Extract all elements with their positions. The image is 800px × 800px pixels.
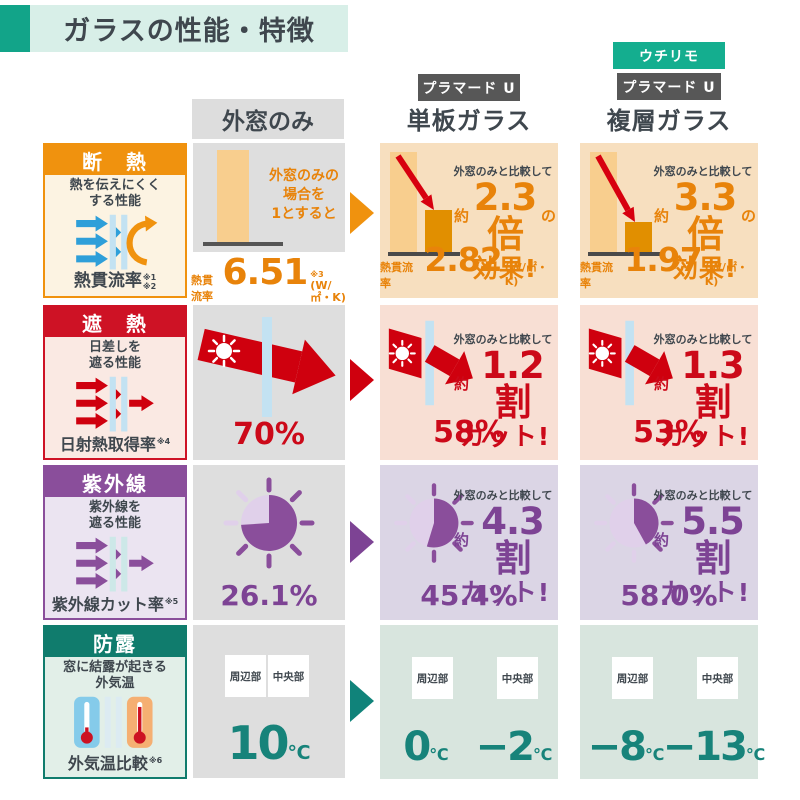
uv-metric-label: 紫外線カット率 ※5 xyxy=(51,595,179,614)
uv-feature-card: 紫外線 紫外線を 遮る性能 紫外線カット率 ※5 xyxy=(43,465,187,620)
dew-single-cell: 周辺部 中央部 0 ℃ −2 ℃ xyxy=(380,625,558,779)
shading-single-boost: 約 1.2割 カット! xyxy=(454,344,551,451)
shading-footnote: ※4 xyxy=(156,437,171,446)
arrow-right-insulation-icon xyxy=(350,192,374,234)
dew-label-edge: 周辺部 xyxy=(612,657,653,699)
insulation-double-cell: 外窓のみと比較して 約 3.3倍 の 効果! 熱貫流率 1.97 (W/㎡・K) xyxy=(580,143,758,298)
shading-single-value: 58% xyxy=(433,415,505,450)
arrow-right-shading-icon xyxy=(350,359,374,401)
compare-note: 外窓のみと比較して xyxy=(453,489,553,502)
insulation-row-title: 断 熱 xyxy=(45,145,185,175)
uv-single-sun-pie xyxy=(394,483,474,563)
dew-thermometer-icon xyxy=(74,696,153,748)
uv-row-title: 紫外線 xyxy=(45,467,185,497)
shading-double-cell: 外窓のみと比較して 約 1.3割 カット! 53% xyxy=(580,305,758,460)
page-title-bar: ガラスの性能・特徴 xyxy=(30,5,348,52)
insulation-double-bar-chart xyxy=(588,152,660,256)
brand-badge-single: プラマード U xyxy=(418,74,520,101)
baseline-caption: 外窓のみの 場合を 1とすると xyxy=(269,168,339,222)
shading-row-title: 遮 熱 xyxy=(45,307,185,337)
uv-double-value: 58.0% xyxy=(620,579,718,612)
uv-double-boost: 約 5.5割 カット! xyxy=(654,500,751,607)
dew-baseline-value: 10 ℃ xyxy=(227,715,311,770)
uv-baseline-sun-pie xyxy=(223,477,315,569)
uv-baseline-box: 26.1% xyxy=(193,465,345,620)
dew-double-center-value: −13 ℃ xyxy=(662,724,766,770)
column-header-single: 単板ガラス xyxy=(406,107,532,135)
dew-footnote: ※6 xyxy=(148,756,163,765)
shading-baseline-value: 70% xyxy=(233,417,305,452)
uv-single-cell: 外窓のみと比較して 約 4.3割 カット! 45.4% xyxy=(380,465,558,620)
shading-single-graphic xyxy=(388,320,473,406)
uv-single-value: 45.4% xyxy=(420,579,518,612)
insulation-double-value: 熱貫流率 1.97 (W/㎡・K) xyxy=(580,240,748,290)
compare-note: 外窓のみと比較して xyxy=(653,165,753,178)
shading-icon xyxy=(76,376,154,431)
shading-baseline-box: 70% xyxy=(193,305,345,460)
shading-double-boost: 約 1.3割 カット! xyxy=(654,344,751,451)
insulation-single-cell: 外窓のみと比較して 約 2.3倍 の 効果! 熱貫流率 2.82 (W/㎡・K) xyxy=(380,143,558,298)
insulation-double-boost: 約 3.3倍 の 効果! xyxy=(654,176,756,283)
dew-label-edge: 周辺部 xyxy=(225,655,266,697)
dew-description: 窓に結露が起きる 外気温 xyxy=(63,660,167,692)
dew-label-center: 中央部 xyxy=(497,657,538,699)
insulation-single-boost: 約 2.3倍 の 効果! xyxy=(454,176,556,283)
dew-single-edge-value: 0 ℃ xyxy=(403,724,449,770)
insulation-feature-card: 断 熱 熱を伝えにくく する性能 熱貫流率 ※1 ※2 xyxy=(43,143,187,298)
shading-feature-card: 遮 熱 日差しを 遮る性能 日射熱取得率 ※4 xyxy=(43,305,187,460)
uv-baseline-value: 26.1% xyxy=(220,579,318,612)
insulation-single-value: 熱貫流率 2.82 (W/㎡・K) xyxy=(380,240,548,290)
shading-single-cell: 外窓のみと比較して 約 1.2割 カット! 58% xyxy=(380,305,558,460)
dew-single-center-value: −2 ℃ xyxy=(475,724,553,770)
dew-feature-card: 防露 窓に結露が起きる 外気温 外気温比較 ※6 xyxy=(43,625,187,779)
uv-double-sun-pie xyxy=(594,483,674,563)
dew-baseline-box: 周辺部 中央部 10 ℃ xyxy=(193,625,345,778)
page-title: ガラスの性能・特徴 xyxy=(63,16,315,47)
shading-metric-label: 日射熱取得率 ※4 xyxy=(59,435,171,454)
column-header-baseline: 外窓のみ xyxy=(192,99,344,139)
insulation-baseline-value: 熱貫流率 6.51 ※3 (W/㎡・K) xyxy=(191,252,346,304)
dew-double-cell: 周辺部 中央部 −8 ℃ −13 ℃ xyxy=(580,625,766,779)
uv-footnote: ※5 xyxy=(164,597,179,606)
shading-double-graphic xyxy=(588,320,673,406)
insulation-single-bar-chart xyxy=(388,152,460,256)
shading-double-value: 53% xyxy=(633,415,705,450)
arrow-right-uv-icon xyxy=(350,521,374,563)
product-badge-uchirimo: ウチリモ xyxy=(613,42,725,69)
uv-description: 紫外線を 遮る性能 xyxy=(88,500,141,532)
arrow-right-dew-icon xyxy=(350,680,374,722)
insulation-icon xyxy=(76,214,158,269)
compare-note: 外窓のみと比較して xyxy=(653,333,753,346)
compare-note: 外窓のみと比較して xyxy=(653,489,753,502)
shading-description: 日差しを 遮る性能 xyxy=(88,340,141,372)
dew-row-title: 防露 xyxy=(45,627,185,657)
compare-note: 外窓のみと比較して xyxy=(453,165,553,178)
insulation-metric-label: 熱貫流率 ※1 ※2 xyxy=(73,270,157,291)
dew-metric-label: 外気温比較 ※6 xyxy=(67,754,163,773)
uv-double-cell: 外窓のみと比較して 約 5.5割 カット! 58.0% xyxy=(580,465,758,620)
brand-badge-double: プラマード U xyxy=(617,73,721,100)
insulation-footnotes: ※1 ※2 xyxy=(142,272,157,291)
insulation-baseline-bar-chart xyxy=(203,150,283,246)
insulation-description: 熱を伝えにくく する性能 xyxy=(69,178,161,210)
uv-icon xyxy=(76,536,154,591)
dew-label-edge: 周辺部 xyxy=(412,657,453,699)
dew-label-center: 中央部 xyxy=(268,655,309,697)
shading-baseline-graphic xyxy=(197,317,336,417)
uv-single-boost: 約 4.3割 カット! xyxy=(454,500,551,607)
column-header-double: 複層ガラス xyxy=(606,107,732,135)
dew-label-center: 中央部 xyxy=(697,657,738,699)
title-accent-square xyxy=(0,5,30,52)
insulation-baseline-box: 外窓のみの 場合を 1とすると xyxy=(193,143,345,252)
compare-note: 外窓のみと比較して xyxy=(453,333,553,346)
dew-double-edge-value: −8 ℃ xyxy=(587,724,665,770)
